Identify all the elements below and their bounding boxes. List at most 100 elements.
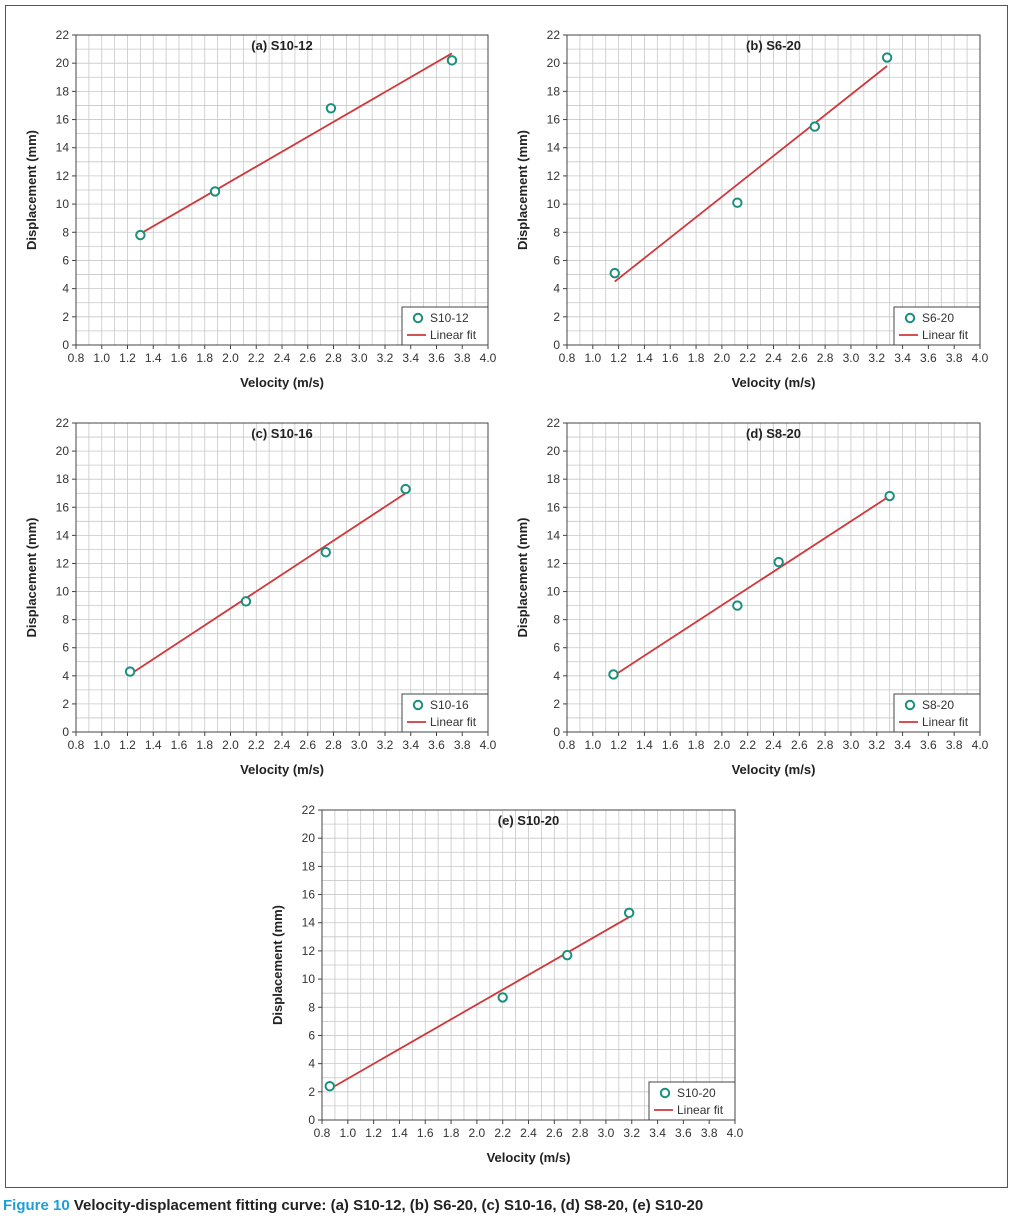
legend-label-fit: Linear fit (922, 328, 969, 342)
legend: S8-20 Linear fit (893, 693, 981, 733)
x-tick-label: 2.2 (494, 1126, 511, 1140)
legend: S6-20 Linear fit (893, 306, 981, 346)
y-tick-label: 20 (56, 444, 70, 458)
data-point (209, 186, 221, 197)
data-point (562, 949, 573, 961)
y-tick-label: 22 (56, 28, 70, 42)
y-tick-label: 4 (553, 282, 560, 296)
x-tick-label: 3.6 (920, 351, 937, 365)
chart-panel-2: 0.8 1.0 1.2 1.4 1.6 1.8 2.0 2.2 2.4 2.6 2.8 3.0 3.2 3… (515, 28, 989, 390)
chart-panel-3: 0.8 1.0 1.2 1.4 1.6 1.8 2.0 2.2 2.4 2.6 2.8 3.0 3.2 3… (24, 416, 497, 777)
x-tick-label: 3.2 (868, 738, 885, 752)
x-tick-label: 2.0 (469, 1126, 486, 1140)
x-tick-label: 3.2 (623, 1126, 640, 1140)
y-tick-label: 18 (56, 84, 70, 98)
x-tick-label: 1.2 (119, 351, 136, 365)
x-tick-label: 4.0 (972, 738, 989, 752)
data-point (240, 596, 252, 607)
figure-caption: Figure 10 Velocity-displacement fitting … (3, 1197, 703, 1214)
x-tick-label: 1.8 (196, 351, 213, 365)
y-tick-label: 6 (553, 641, 560, 655)
x-tick-label: 4.0 (480, 351, 497, 365)
x-tick-label: 1.2 (365, 1126, 382, 1140)
y-tick-label: 16 (56, 500, 70, 514)
data-point (884, 490, 895, 502)
y-tick-label: 6 (553, 253, 560, 267)
x-tick-label: 3.8 (946, 738, 963, 752)
x-tick-label: 1.8 (443, 1126, 460, 1140)
x-tick-label: 3.0 (843, 351, 860, 365)
y-tick-label: 4 (62, 669, 69, 683)
y-tick-label: 12 (56, 556, 70, 570)
y-tick-label: 22 (302, 803, 316, 817)
chart-panel-5: 0.8 1.0 1.2 1.4 1.6 1.8 2.0 2.2 2.4 2.6 2.8 3.0 3.2 3… (270, 803, 744, 1165)
y-tick-label: 8 (553, 613, 560, 627)
x-tick-label: 1.0 (93, 738, 110, 752)
legend-label-fit: Linear fit (677, 1103, 724, 1117)
x-tick-label: 1.4 (636, 351, 653, 365)
y-tick-label: 16 (302, 888, 316, 902)
x-tick-label: 0.8 (559, 351, 576, 365)
x-tick-label: 3.0 (598, 1126, 615, 1140)
x-tick-label: 4.0 (727, 1126, 744, 1140)
data-point (325, 103, 337, 114)
y-tick-label: 0 (553, 338, 560, 352)
y-tick-label: 0 (62, 725, 69, 739)
x-tick-label: 2.0 (714, 351, 731, 365)
data-point (497, 992, 508, 1003)
y-tick-label: 8 (553, 225, 560, 239)
y-tick-label: 8 (308, 1000, 315, 1014)
legend-label-points: S10-16 (430, 698, 469, 712)
x-tick-label: 2.2 (248, 738, 265, 752)
x-tick-label: 0.8 (68, 351, 85, 365)
x-tick-label: 1.6 (662, 351, 679, 365)
y-tick-label: 18 (56, 472, 70, 486)
x-tick-label: 2.0 (222, 351, 239, 365)
figure-frame (5, 5, 1008, 1188)
chart-title: (e) S10-20 (498, 813, 559, 828)
x-tick-label: 2.6 (546, 1126, 563, 1140)
y-tick-label: 14 (547, 528, 561, 542)
y-tick-label: 22 (56, 416, 70, 430)
x-tick-label: 2.6 (299, 738, 316, 752)
y-tick-label: 10 (547, 585, 561, 599)
x-tick-label: 2.2 (739, 351, 756, 365)
x-tick-label: 3.6 (675, 1126, 692, 1140)
y-tick-label: 6 (62, 641, 69, 655)
y-tick-label: 20 (56, 56, 70, 70)
x-tick-label: 2.4 (520, 1126, 537, 1140)
x-tick-label: 1.0 (584, 738, 601, 752)
y-tick-label: 18 (302, 859, 316, 873)
x-tick-label: 1.2 (610, 351, 627, 365)
x-axis-label: Velocity (m/s) (240, 375, 324, 390)
x-tick-label: 3.4 (649, 1126, 666, 1140)
x-tick-label: 3.2 (377, 738, 394, 752)
x-tick-label: 1.8 (196, 738, 213, 752)
y-tick-label: 14 (56, 141, 70, 155)
x-tick-label: 1.0 (93, 351, 110, 365)
x-tick-label: 1.4 (145, 738, 162, 752)
x-tick-label: 1.6 (171, 351, 188, 365)
x-tick-label: 3.6 (428, 351, 445, 365)
y-tick-label: 8 (62, 613, 69, 627)
data-point (324, 1080, 335, 1092)
y-tick-label: 16 (547, 113, 561, 127)
x-tick-label: 1.0 (339, 1126, 356, 1140)
chart-title: (a) S10-12 (251, 38, 312, 53)
data-point (773, 556, 784, 568)
x-tick-label: 2.6 (299, 351, 316, 365)
y-tick-label: 20 (302, 831, 316, 845)
x-tick-label: 1.6 (662, 738, 679, 752)
y-axis-label: Displacement (mm) (270, 905, 285, 1025)
y-tick-label: 6 (308, 1028, 315, 1042)
x-tick-label: 3.4 (894, 738, 911, 752)
x-tick-label: 2.8 (572, 1126, 589, 1140)
fit-line (129, 492, 407, 676)
legend-marker-icon (412, 312, 424, 324)
x-tick-label: 3.0 (351, 738, 368, 752)
x-tick-label: 2.4 (274, 351, 291, 365)
data-point (320, 547, 331, 558)
x-axis-label: Velocity (m/s) (487, 1150, 571, 1165)
chart-title: (c) S10-16 (251, 426, 312, 441)
x-tick-label: 3.6 (428, 738, 445, 752)
